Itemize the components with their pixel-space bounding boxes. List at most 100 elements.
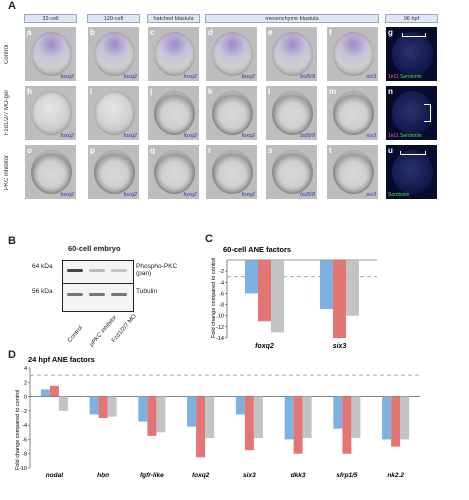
y-tick-label: 4	[24, 366, 27, 372]
chart-d-ylabel: Fold change compared to control	[15, 390, 21, 470]
image-cell-t: t six3	[326, 144, 379, 200]
cell-letter: l	[268, 87, 271, 96]
cell-gene-2: Serotonin	[400, 74, 422, 80]
bar	[293, 396, 303, 454]
image-cell-j: j foxq2	[147, 85, 200, 141]
category-label: sfrp1/5	[336, 472, 358, 479]
bar	[333, 396, 343, 429]
cell-gene: six3	[366, 133, 376, 139]
col-header-120-cell: 120-cell	[87, 14, 140, 23]
image-cell-b: b foxq2	[87, 26, 140, 82]
row-label-fzd-mo: Fzd1/2/7 MO-gel	[4, 90, 10, 136]
bar	[58, 396, 68, 411]
category-label: nk2.2	[387, 472, 404, 479]
cell-letter: m	[329, 87, 337, 96]
cell-gene: fzd5/8	[300, 74, 315, 80]
western-blot	[62, 260, 134, 312]
row-label-control: Control	[4, 44, 10, 64]
blot-title: 60-cell embryo	[68, 244, 121, 253]
cell-gene: foxq2	[183, 133, 197, 139]
bar	[244, 396, 254, 451]
band-tubulin-control	[67, 293, 83, 296]
bar	[333, 260, 346, 338]
bar	[98, 396, 108, 418]
category-label: foxq2	[192, 472, 210, 479]
y-tick-label: -6	[22, 437, 27, 443]
bar	[302, 396, 312, 438]
cell-letter: s	[268, 146, 273, 155]
image-cell-m: m six3	[326, 85, 379, 141]
image-cell-f: f six3	[326, 26, 379, 82]
image-cell-l: l fzd5/8	[265, 85, 318, 141]
cell-letter: c	[150, 28, 155, 37]
bar	[320, 260, 333, 310]
col-header-96hpf: 96 hpf	[385, 14, 438, 23]
image-cell-r: r foxq2	[205, 144, 258, 200]
band-tubulin-inhibitor	[89, 293, 105, 296]
bar	[156, 396, 166, 433]
cell-gene: six3	[366, 192, 376, 198]
band-label-phospho: Phospho-PKC (pan)	[136, 263, 178, 277]
cell-gene: fzd5/8	[300, 192, 315, 198]
bar	[187, 396, 197, 427]
lane-label-control: Control	[67, 325, 85, 344]
y-tick-label: -10	[19, 466, 27, 472]
cell-gene-2: Serotonin	[388, 192, 410, 198]
cell-letter: a	[27, 28, 32, 37]
band-label-tubulin: Tubulin	[136, 288, 158, 295]
cell-letter: t	[329, 146, 332, 155]
bar	[342, 396, 352, 454]
blot-divider	[63, 283, 133, 284]
bar	[205, 396, 215, 438]
chart-d-title: 24 hpf ANE factors	[28, 355, 95, 364]
bar	[107, 396, 117, 417]
cell-letter: p	[90, 146, 95, 155]
y-tick-label: -2	[219, 269, 224, 275]
bar	[235, 396, 245, 415]
cell-gene: foxq2	[241, 74, 255, 80]
cell-gene: foxq2	[241, 133, 255, 139]
category-label: foxq2	[255, 343, 274, 350]
panel-label-a: A	[8, 0, 16, 12]
cell-letter: k	[208, 87, 213, 96]
y-tick-label: -8	[219, 303, 224, 309]
bracket-marker	[400, 151, 426, 155]
cell-gene: foxq2	[60, 192, 74, 198]
category-label: six3	[243, 472, 256, 479]
band-phospho-inhibitor	[89, 269, 105, 272]
image-cell-q: q foxq2	[147, 144, 200, 200]
bar	[351, 396, 361, 438]
image-cell-u: u Serotonin	[385, 144, 438, 200]
bar	[89, 396, 99, 415]
cell-gene: six3	[366, 74, 376, 80]
y-tick-label: 2	[24, 380, 27, 386]
cell-letter: j	[150, 87, 153, 96]
bar	[400, 396, 410, 440]
image-cell-a: a foxq2	[24, 26, 77, 82]
y-tick-label: -12	[216, 325, 224, 331]
cell-gene: foxq2	[183, 74, 197, 80]
cell-letter: q	[150, 146, 155, 155]
image-cell-n: n 1e11 Serotonin	[385, 85, 438, 141]
cell-gene-2: Serotonin	[400, 133, 422, 139]
image-cell-h: h foxq2	[24, 85, 77, 141]
bar	[391, 396, 401, 447]
category-label: dkk3	[291, 472, 306, 479]
y-tick-label: -6	[219, 291, 224, 297]
y-tick-label: -10	[216, 314, 224, 320]
y-tick-label: 0	[24, 395, 27, 401]
chart-d: 24 hpf ANE factors Fold change compared …	[15, 355, 420, 479]
bar	[49, 385, 59, 397]
row-label-pkc-inhibitor: PKC inhibitor	[4, 154, 10, 190]
image-cell-s: s fzd5/8	[265, 144, 318, 200]
cell-letter: h	[27, 87, 32, 96]
band-phospho-mo	[111, 269, 127, 272]
category-label: six3	[333, 343, 347, 350]
cell-letter: e	[268, 28, 273, 37]
image-cell-d: d foxq2	[205, 26, 258, 82]
chart-c-ylabel: Fold change compared to control	[211, 258, 217, 338]
category-label: nodal	[46, 472, 64, 479]
cell-gene: foxq2	[123, 74, 137, 80]
category-label: fgfr-like	[140, 472, 164, 479]
y-tick-label: -8	[22, 452, 27, 458]
